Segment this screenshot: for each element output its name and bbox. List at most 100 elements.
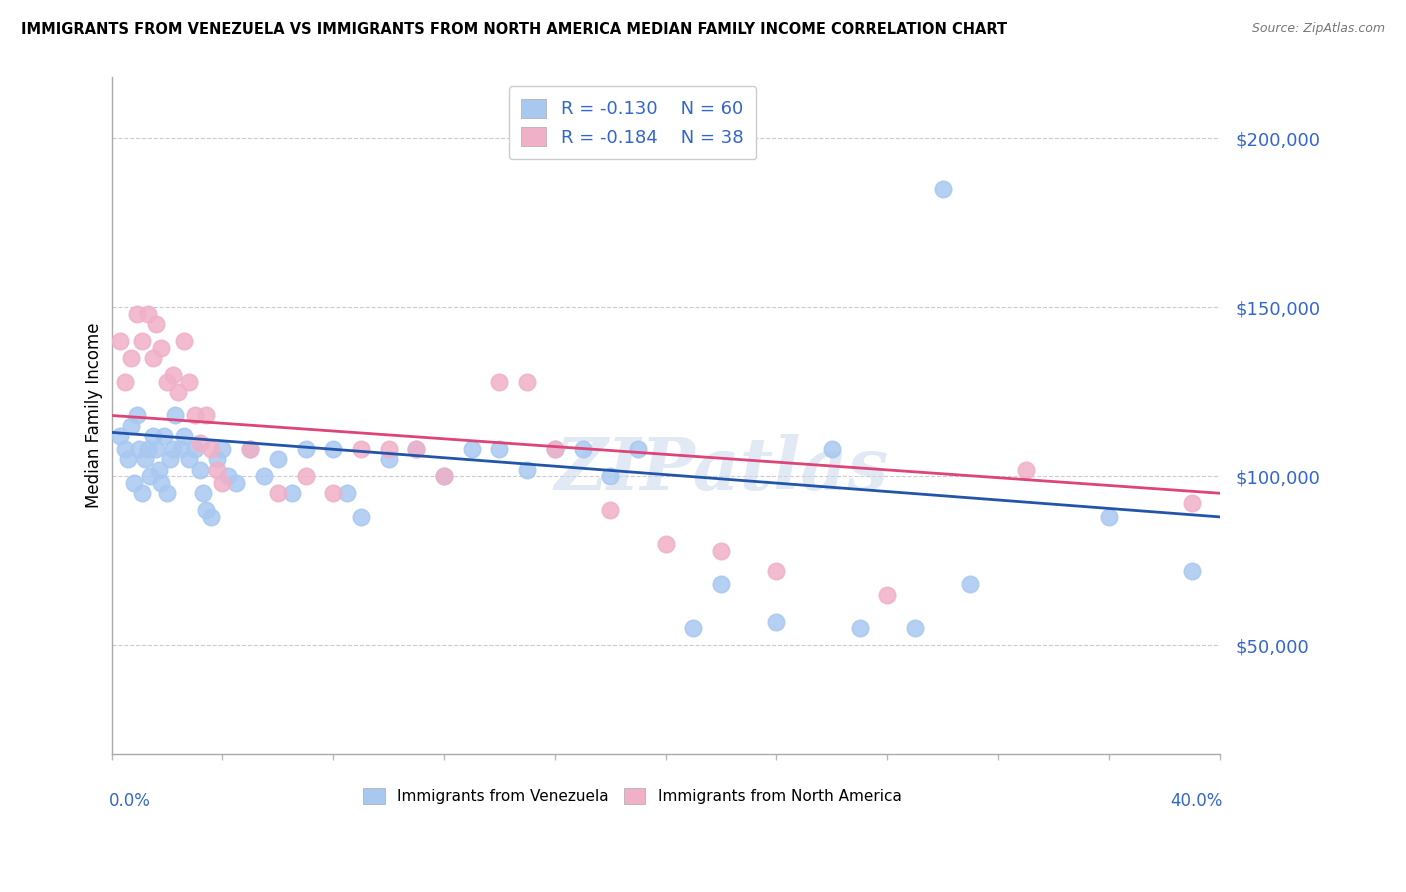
Point bbox=[136, 307, 159, 321]
Point bbox=[1181, 496, 1204, 510]
Point bbox=[267, 486, 290, 500]
Point bbox=[179, 452, 201, 467]
Point bbox=[322, 442, 344, 457]
Point bbox=[173, 334, 195, 348]
Point bbox=[627, 442, 650, 457]
Point bbox=[194, 409, 217, 423]
Point bbox=[205, 452, 228, 467]
Point bbox=[322, 486, 344, 500]
Point bbox=[294, 442, 316, 457]
Point bbox=[848, 622, 870, 636]
Point bbox=[108, 334, 131, 348]
Point bbox=[114, 375, 136, 389]
Point bbox=[336, 486, 359, 500]
Point bbox=[433, 469, 456, 483]
Point bbox=[377, 452, 399, 467]
Point bbox=[516, 462, 538, 476]
Point bbox=[239, 442, 262, 457]
Point bbox=[142, 429, 165, 443]
Point bbox=[461, 442, 484, 457]
Point bbox=[139, 469, 162, 483]
Point bbox=[200, 509, 222, 524]
Text: ZIPatlas: ZIPatlas bbox=[554, 434, 889, 505]
Point bbox=[162, 368, 184, 382]
Point bbox=[405, 442, 427, 457]
Point bbox=[765, 564, 787, 578]
Point bbox=[184, 409, 207, 423]
Point bbox=[350, 509, 373, 524]
Point bbox=[350, 442, 373, 457]
Point bbox=[1181, 564, 1204, 578]
Point bbox=[184, 442, 207, 457]
Point bbox=[710, 577, 733, 591]
Point bbox=[136, 442, 159, 457]
Point bbox=[931, 182, 953, 196]
Point bbox=[167, 384, 190, 399]
Point bbox=[1098, 509, 1121, 524]
Point bbox=[191, 486, 214, 500]
Point bbox=[710, 543, 733, 558]
Point bbox=[599, 503, 621, 517]
Point bbox=[173, 429, 195, 443]
Point bbox=[131, 334, 153, 348]
Legend: Immigrants from Venezuela, Immigrants from North America: Immigrants from Venezuela, Immigrants fr… bbox=[354, 780, 911, 814]
Point bbox=[200, 442, 222, 457]
Point bbox=[125, 307, 148, 321]
Point bbox=[211, 442, 233, 457]
Point bbox=[239, 442, 262, 457]
Point bbox=[114, 442, 136, 457]
Point bbox=[125, 409, 148, 423]
Text: 0.0%: 0.0% bbox=[108, 792, 150, 811]
Point bbox=[194, 503, 217, 517]
Point bbox=[821, 442, 844, 457]
Point bbox=[765, 615, 787, 629]
Text: 40.0%: 40.0% bbox=[1170, 792, 1222, 811]
Point bbox=[682, 622, 704, 636]
Point bbox=[544, 442, 567, 457]
Point bbox=[122, 476, 145, 491]
Point bbox=[1015, 462, 1038, 476]
Point bbox=[225, 476, 247, 491]
Point bbox=[654, 537, 676, 551]
Point bbox=[959, 577, 981, 591]
Point bbox=[150, 341, 173, 355]
Point bbox=[217, 469, 239, 483]
Point bbox=[108, 429, 131, 443]
Point bbox=[488, 442, 510, 457]
Point bbox=[148, 462, 170, 476]
Point bbox=[405, 442, 427, 457]
Point bbox=[145, 317, 167, 331]
Point bbox=[150, 476, 173, 491]
Point bbox=[117, 452, 139, 467]
Point bbox=[165, 409, 187, 423]
Point bbox=[170, 442, 193, 457]
Point bbox=[156, 375, 179, 389]
Point bbox=[516, 375, 538, 389]
Point bbox=[205, 462, 228, 476]
Point bbox=[876, 588, 898, 602]
Text: IMMIGRANTS FROM VENEZUELA VS IMMIGRANTS FROM NORTH AMERICA MEDIAN FAMILY INCOME : IMMIGRANTS FROM VENEZUELA VS IMMIGRANTS … bbox=[21, 22, 1007, 37]
Point bbox=[142, 351, 165, 365]
Point bbox=[488, 375, 510, 389]
Point bbox=[188, 435, 211, 450]
Point bbox=[145, 442, 167, 457]
Point bbox=[377, 442, 399, 457]
Point bbox=[156, 486, 179, 500]
Point bbox=[162, 442, 184, 457]
Point bbox=[131, 486, 153, 500]
Point bbox=[179, 375, 201, 389]
Point bbox=[280, 486, 302, 500]
Point bbox=[294, 469, 316, 483]
Y-axis label: Median Family Income: Median Family Income bbox=[86, 323, 103, 508]
Point bbox=[128, 442, 150, 457]
Point bbox=[599, 469, 621, 483]
Point bbox=[188, 462, 211, 476]
Point bbox=[120, 351, 142, 365]
Point bbox=[433, 469, 456, 483]
Point bbox=[153, 429, 176, 443]
Point bbox=[571, 442, 593, 457]
Point bbox=[159, 452, 181, 467]
Text: Source: ZipAtlas.com: Source: ZipAtlas.com bbox=[1251, 22, 1385, 36]
Point bbox=[544, 442, 567, 457]
Point bbox=[211, 476, 233, 491]
